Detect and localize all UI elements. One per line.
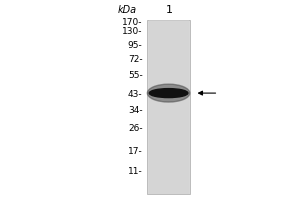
Bar: [148, 20, 189, 194]
Text: 170-: 170-: [122, 18, 142, 27]
Bar: [147, 20, 190, 194]
Text: 95-: 95-: [128, 41, 142, 50]
Text: 72-: 72-: [128, 55, 142, 64]
Text: 55-: 55-: [128, 71, 142, 80]
Text: 17-: 17-: [128, 147, 142, 156]
Ellipse shape: [147, 84, 190, 102]
Text: kDa: kDa: [118, 5, 136, 15]
Text: 43-: 43-: [128, 90, 142, 99]
Text: 130-: 130-: [122, 27, 142, 36]
Text: 26-: 26-: [128, 124, 142, 133]
Ellipse shape: [149, 89, 188, 98]
Text: 1: 1: [166, 5, 173, 15]
Text: 11-: 11-: [128, 167, 142, 176]
Text: 34-: 34-: [128, 106, 142, 115]
